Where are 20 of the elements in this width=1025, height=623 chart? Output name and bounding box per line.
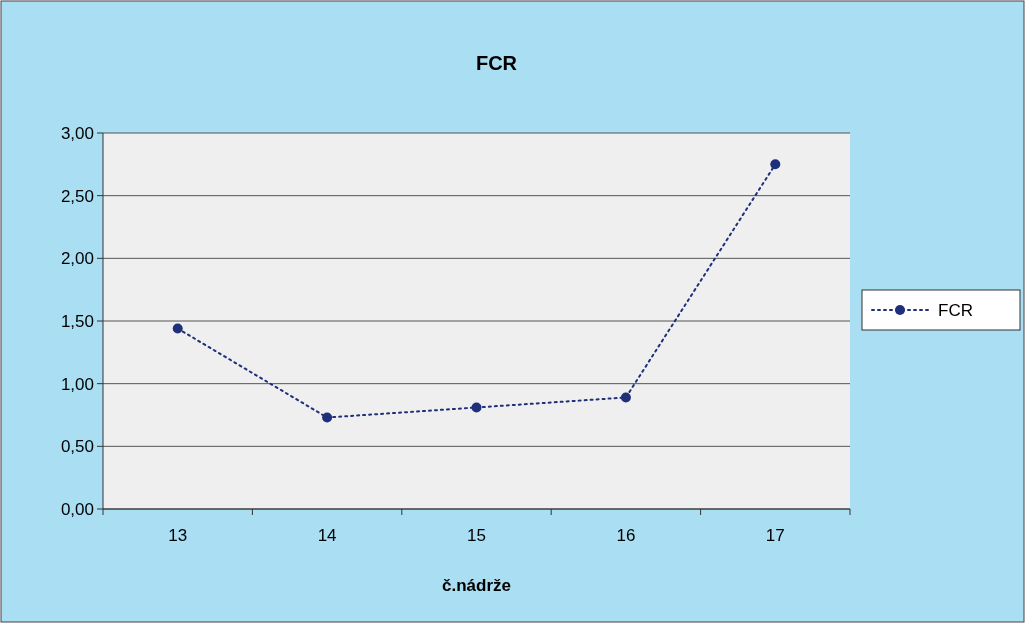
x-tick-label: 16 <box>616 526 636 545</box>
chart-title: FCR <box>475 52 518 74</box>
y-tick-label: 0,50 <box>60 437 94 457</box>
y-tick-label: 2,50 <box>60 186 94 206</box>
point <box>172 323 183 334</box>
x-tick-label: 14 <box>317 526 337 545</box>
point <box>471 402 482 413</box>
y-tick-label: 0,00 <box>60 499 94 519</box>
point <box>770 159 781 170</box>
point <box>620 392 631 403</box>
x-tick-label: 15 <box>467 526 486 545</box>
point <box>322 412 333 423</box>
legend-label: FCR <box>938 300 973 320</box>
y-tick-label: 1,00 <box>60 374 94 394</box>
x-tick-label: 13 <box>168 526 188 545</box>
y-tick-label: 3,00 <box>60 123 94 143</box>
x-tick-label: 17 <box>765 526 785 545</box>
y-tick-label: 2,00 <box>60 249 94 269</box>
x-axis-title: č.nádrže <box>442 576 511 595</box>
y-tick-label: 1,50 <box>60 311 94 331</box>
